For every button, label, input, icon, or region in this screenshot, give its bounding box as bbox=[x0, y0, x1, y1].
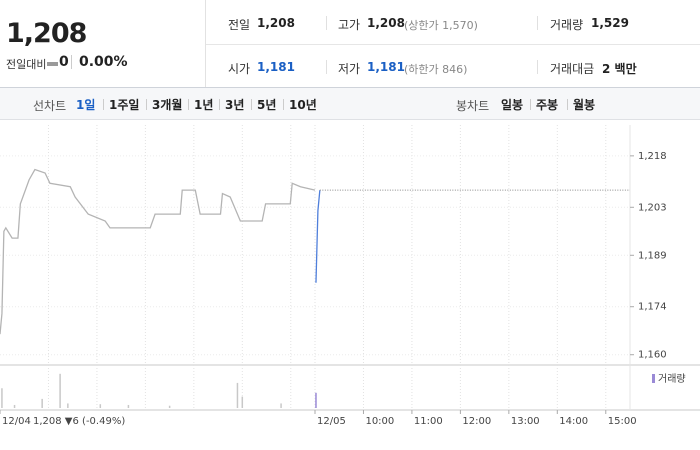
volume-bar bbox=[1, 388, 3, 408]
period-tab[interactable]: 5년 bbox=[257, 98, 277, 112]
volume-bar bbox=[236, 382, 239, 408]
flat-icon bbox=[47, 62, 58, 66]
volume-bar bbox=[315, 392, 317, 408]
change-label: 전일대비 bbox=[6, 58, 47, 71]
price-box: 1,208 전일대비 0 0.00% bbox=[0, 0, 206, 87]
stat-label: 저가 bbox=[338, 62, 361, 76]
stat-value: 1,181 bbox=[257, 60, 295, 74]
volume-bar bbox=[41, 398, 43, 408]
separator bbox=[283, 99, 284, 110]
period-tab[interactable]: 10년 bbox=[289, 98, 317, 112]
stat-label: 거래량 bbox=[550, 18, 584, 32]
stat-label: 고가 bbox=[338, 18, 361, 32]
volume-bar bbox=[280, 403, 282, 408]
change-pct: 0.00% bbox=[79, 54, 128, 70]
stat-note: (상한가 1,570) bbox=[404, 19, 478, 32]
stat-value: 1,529 bbox=[591, 16, 629, 30]
stat-label: 시가 bbox=[228, 62, 251, 76]
price: 1,208 bbox=[6, 18, 87, 49]
separator bbox=[326, 16, 327, 30]
separator bbox=[537, 60, 538, 74]
period-tab[interactable]: 3년 bbox=[225, 98, 245, 112]
price-line bbox=[0, 168, 316, 335]
separator bbox=[326, 60, 327, 74]
period-tab[interactable]: 3개월 bbox=[152, 98, 183, 112]
y-tick-label: 1,160 bbox=[638, 350, 667, 361]
price-line bbox=[315, 190, 321, 283]
volume-bar bbox=[127, 404, 130, 408]
x-tick-label: 12/04 bbox=[2, 416, 31, 427]
y-tick-label: 1,174 bbox=[638, 302, 667, 313]
separator bbox=[188, 99, 189, 110]
prev-close-label: 1,208 ▼6 (-0.49%) bbox=[33, 416, 125, 427]
stat-value: 1,208 bbox=[367, 16, 405, 30]
x-tick-label: 11:00 bbox=[414, 416, 443, 427]
y-tick-label: 1,189 bbox=[638, 250, 667, 261]
change: 0 bbox=[59, 54, 69, 70]
x-tick-label: 15:00 bbox=[608, 416, 637, 427]
candle-tab[interactable]: 월봉 bbox=[573, 98, 596, 112]
stat-note: (하한가 846) bbox=[404, 63, 468, 76]
x-tick-label: 13:00 bbox=[511, 416, 540, 427]
volume-bar bbox=[168, 405, 171, 408]
x-tick-label: 12/05 bbox=[317, 416, 346, 427]
separator bbox=[219, 99, 220, 110]
x-tick-label: 14:00 bbox=[559, 416, 588, 427]
volume-bar bbox=[99, 404, 102, 408]
volume-bar bbox=[59, 373, 61, 408]
stat-value: 2 백만 bbox=[602, 62, 637, 76]
legend-label: 거래량 bbox=[658, 373, 686, 385]
candle-tab[interactable]: 일봉 bbox=[501, 98, 524, 112]
period-tab[interactable]: 1년 bbox=[194, 98, 214, 112]
period-tab[interactable]: 1주일 bbox=[109, 98, 140, 112]
separator bbox=[71, 55, 72, 69]
volume-bar bbox=[13, 404, 16, 408]
separator bbox=[103, 99, 104, 110]
stat-value: 1,208 bbox=[257, 16, 295, 30]
tab-group-label: 선차트 bbox=[33, 99, 67, 113]
separator bbox=[530, 99, 531, 110]
separator bbox=[567, 99, 568, 110]
separator bbox=[146, 99, 147, 110]
y-tick-label: 1,203 bbox=[638, 202, 667, 213]
stat-label: 거래대금 bbox=[550, 62, 595, 76]
separator bbox=[251, 99, 252, 110]
y-tick-label: 1,218 bbox=[638, 151, 667, 162]
candle-tab[interactable]: 주봉 bbox=[536, 98, 559, 112]
volume-bar bbox=[67, 403, 69, 408]
x-tick-label: 10:00 bbox=[365, 416, 394, 427]
x-tick-label: 12:00 bbox=[462, 416, 491, 427]
separator bbox=[537, 16, 538, 30]
period-tabs: 선차트 1일 1주일 3개월 1년 3년 5년 10년 봉차트 일봉 주봉 월봉 bbox=[0, 88, 700, 120]
legend-swatch bbox=[652, 374, 655, 383]
tab-group-label: 봉차트 bbox=[456, 99, 490, 113]
quote-panel: 1,208 전일대비 0 0.00% 전일 1,208 고가 1,208 (상한… bbox=[0, 0, 700, 88]
row-separator bbox=[206, 44, 700, 45]
stat-value: 1,181 bbox=[367, 60, 405, 74]
volume-bar bbox=[241, 396, 244, 408]
stat-label: 전일 bbox=[228, 18, 251, 32]
period-tab[interactable]: 1일 bbox=[76, 98, 96, 112]
